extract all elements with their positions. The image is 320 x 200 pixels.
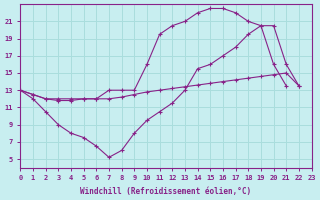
X-axis label: Windchill (Refroidissement éolien,°C): Windchill (Refroidissement éolien,°C) <box>80 187 252 196</box>
